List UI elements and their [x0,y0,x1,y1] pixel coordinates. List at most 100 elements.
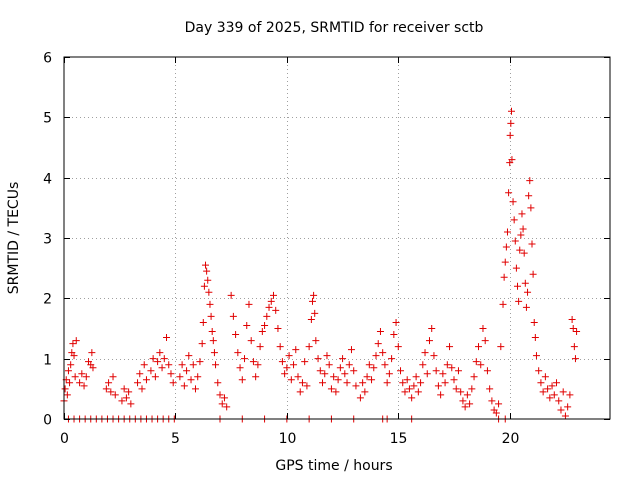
y-axis-label: SRMTID / TECUs [6,182,22,295]
data-point [120,385,128,393]
data-point [327,385,335,393]
x-tick-label: 20 [502,431,520,447]
grid-lines [64,57,610,419]
data-point [334,376,342,384]
data-point [200,282,208,290]
data-point [470,373,478,381]
data-point [208,328,216,336]
data-point [381,361,389,369]
data-point [571,355,579,363]
data-point [254,361,262,369]
data-point [541,373,549,381]
data-point [434,382,442,390]
data-point [70,352,78,360]
data-point [149,355,157,363]
data-point [443,361,451,369]
x-axis-label: GPS time / hours [275,458,392,474]
data-point [290,361,298,369]
data-point [107,388,115,396]
data-point [245,300,253,308]
data-point [448,364,456,372]
data-point [258,328,266,336]
data-point [385,370,393,378]
data-point [365,361,373,369]
data-point [305,343,313,351]
data-point [437,391,445,399]
data-point [165,361,173,369]
data-point [345,361,353,369]
data-point [89,364,97,372]
data-point [457,388,465,396]
data-point [82,373,90,381]
data-point [356,394,364,402]
data-point [501,258,509,266]
data-point [267,297,275,305]
data-point [325,361,333,369]
data-point [414,388,422,396]
data-point [368,376,376,384]
data-point [505,189,513,197]
data-point [274,325,282,332]
data-point [241,355,249,363]
x-tick-label: 0 [60,431,69,447]
data-point [69,340,77,348]
data-point [417,379,425,387]
data-point [125,388,133,396]
data-point [298,379,306,387]
data-point [220,394,228,402]
data-point [510,216,518,224]
data-point [263,312,271,320]
data-point [421,349,429,357]
data-point [276,343,284,351]
data-point [522,303,530,311]
data-point [401,388,409,396]
data-point [142,376,150,384]
data-point [450,376,458,384]
data-point [526,177,534,185]
y-tick-label: 6 [43,51,52,67]
data-point [243,321,251,329]
data-point [207,312,215,320]
data-point [308,297,316,305]
data-point [203,267,211,275]
data-point [216,391,224,399]
data-point [234,349,242,357]
y-tick-label: 4 [43,172,52,188]
data-point [466,400,474,408]
data-point [204,276,212,284]
data-point [330,373,338,381]
data-point [546,394,554,402]
data-point [310,291,318,299]
data-point [191,385,199,393]
data-point [518,210,526,218]
data-point [408,394,416,402]
data-point [223,403,231,411]
data-point [252,373,260,381]
data-point [535,367,543,375]
data-point [507,107,515,115]
data-point [499,300,507,308]
data-point [399,379,407,387]
data-point [468,385,476,393]
x-tick-label: 15 [390,431,408,447]
data-point [479,325,487,332]
data-point [430,352,438,360]
data-point [428,325,436,332]
data-point [511,237,519,245]
data-point [439,370,447,378]
data-point [314,355,322,363]
data-point [483,367,491,375]
data-point [397,367,405,375]
data-point [154,358,162,366]
data-point [557,406,565,414]
data-point [394,343,402,351]
data-point [392,318,400,326]
data-point [568,315,576,323]
data-point [265,303,273,311]
data-point [379,349,387,357]
data-point [249,358,257,366]
data-point [573,328,581,336]
data-point [316,367,324,375]
data-point [278,358,286,366]
data-point [269,291,277,299]
